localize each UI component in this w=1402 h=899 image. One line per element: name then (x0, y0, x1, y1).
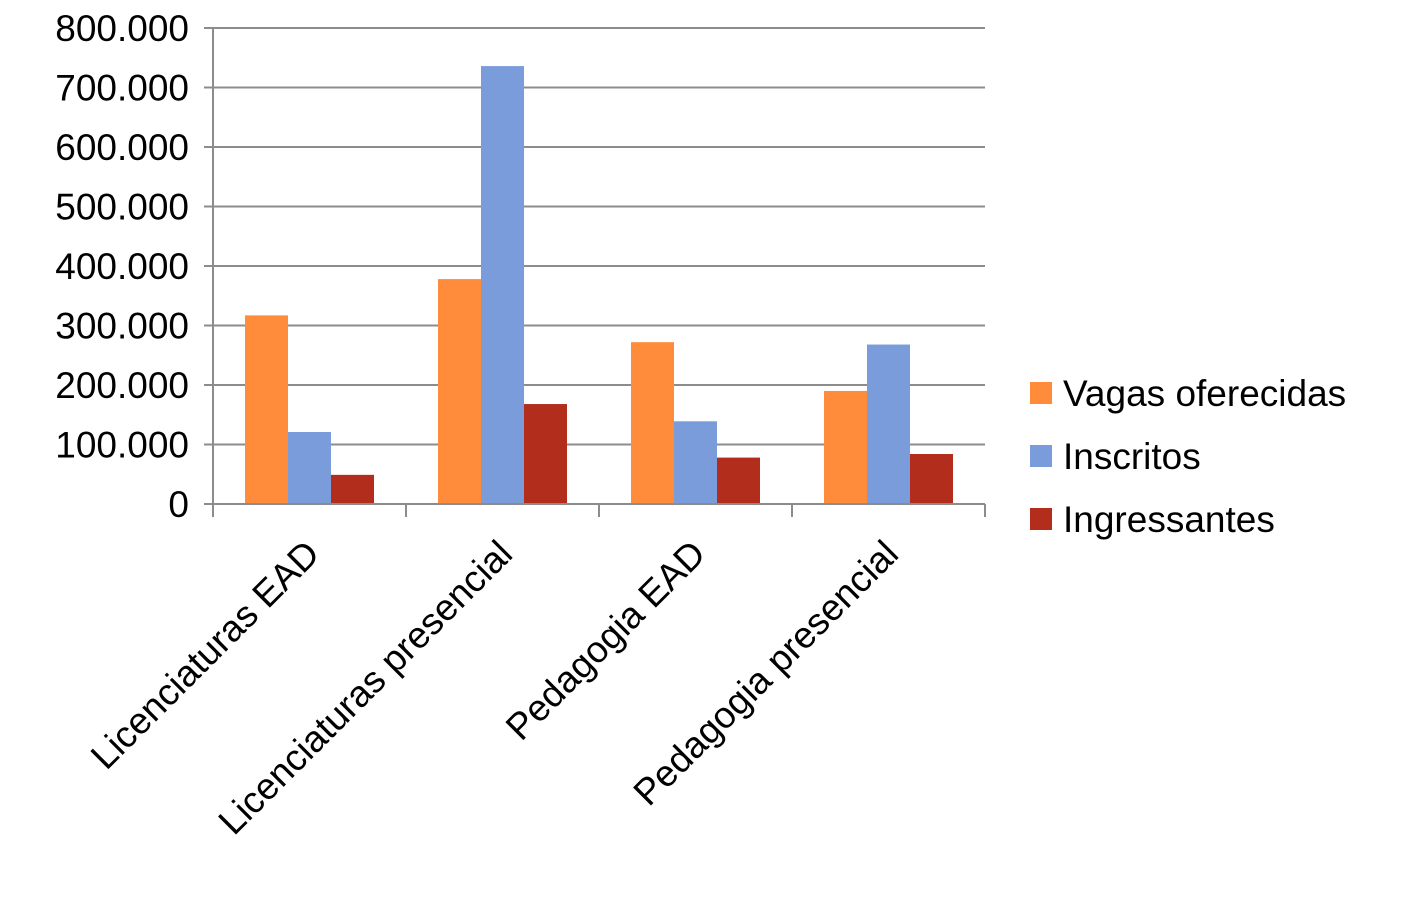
bars (245, 66, 953, 504)
legend-swatch (1030, 382, 1052, 404)
bar-ingressantes (331, 474, 374, 504)
bar-inscritos (867, 344, 910, 504)
bar-ingressantes (910, 454, 953, 504)
bar-inscritos (674, 421, 717, 504)
y-tick-label: 600.000 (55, 127, 189, 168)
legend-label: Inscritos (1063, 436, 1201, 477)
x-tick-label: Pedagogia EAD (498, 533, 713, 748)
legend-swatch (1030, 508, 1052, 530)
y-tick-label: 100.000 (55, 425, 189, 466)
y-tick-label: 300.000 (55, 306, 189, 347)
y-tick-labels: 0 100.000 200.000 300.000 400.000 500.000 600.… (55, 8, 189, 525)
y-tick-label: 800.000 (55, 8, 189, 49)
y-tick-label: 500.000 (55, 187, 189, 228)
bar-inscritos (288, 432, 331, 504)
y-tick-label: 0 (168, 484, 189, 525)
y-tick-label: 400.000 (55, 246, 189, 287)
bar-vagas-oferecidas (438, 279, 481, 504)
axes (204, 27, 986, 517)
bar-inscritos (481, 66, 524, 504)
y-tick-label: 700.000 (55, 68, 189, 109)
legend-label: Vagas oferecidas (1063, 373, 1346, 414)
bar-vagas-oferecidas (824, 390, 867, 504)
legend: Vagas oferecidas Inscritos Ingressantes (1030, 373, 1346, 540)
bar-ingressantes (524, 404, 567, 504)
legend-swatch (1030, 445, 1052, 467)
legend-label: Ingressantes (1063, 499, 1275, 540)
bar-vagas-oferecidas (245, 315, 288, 504)
gridlines (213, 27, 985, 446)
bar-vagas-oferecidas (631, 342, 674, 504)
y-tick-label: 200.000 (55, 365, 189, 406)
bar-ingressantes (717, 457, 760, 504)
